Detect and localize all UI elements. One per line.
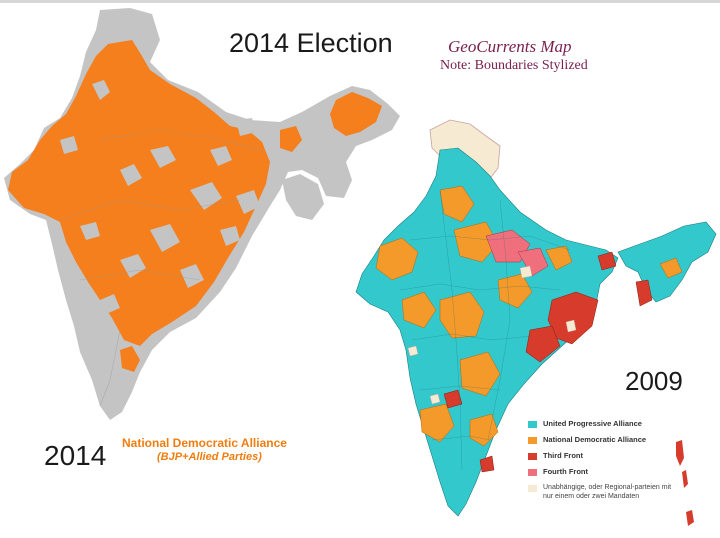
legend-item-fourth-front: Fourth Front — [528, 467, 688, 481]
boundaries-2009 — [399, 189, 571, 471]
regional-spots-2009 — [407, 265, 577, 405]
legend-item-regional: Unabhängige, oder Regional-parteien mit … — [528, 483, 688, 513]
legend-label-nda: National Democratic Alliance — [543, 435, 647, 444]
nda-region-north — [8, 40, 270, 346]
nda-sublabel: (BJP+Allied Parties) — [157, 451, 262, 463]
year-label-2009: 2009 — [625, 366, 683, 396]
year-label-2014: 2014 — [44, 440, 107, 471]
top-border — [0, 0, 720, 3]
legend-item-nda: National Democratic Alliance — [528, 435, 688, 449]
legend-label-third-front: Third Front — [543, 451, 583, 460]
nda-label: National Democratic Alliance — [122, 436, 287, 450]
legend-label-fourth-front: Fourth Front — [543, 467, 588, 476]
andaman-islands — [676, 440, 694, 526]
nda-region-northeast — [330, 92, 382, 136]
third-front-zones-2009 — [443, 251, 653, 473]
boundaries-note: Note: Boundaries Stylized — [440, 58, 588, 73]
map-credit: GeoCurrents Map — [448, 37, 572, 56]
boundaries-2014 — [59, 129, 263, 407]
legend-swatch-nda — [528, 437, 537, 444]
page-title: 2014 Election — [229, 28, 393, 58]
nda-region-east — [280, 126, 302, 152]
nda-zones-2009 — [375, 185, 683, 447]
legend-2009: United Progressive Alliance National Dem… — [528, 419, 688, 515]
india-outline-2009 — [355, 147, 619, 517]
non-nda-pockets — [60, 80, 260, 314]
map-2014 — [4, 8, 400, 420]
legend-label-upa: United Progressive Alliance — [543, 419, 642, 428]
legend-swatch-upa — [528, 421, 537, 428]
legend-item-third-front: Third Front — [528, 451, 688, 465]
legend-swatch-regional — [528, 485, 537, 492]
fourth-front-zones-2009 — [485, 229, 549, 277]
legend-label-regional: Unabhängige, oder Regional-parteien mit … — [543, 484, 672, 500]
legend-item-upa: United Progressive Alliance — [528, 419, 688, 433]
legend-swatch-third-front — [528, 453, 537, 460]
nda-region-south — [120, 346, 140, 372]
map-2009 — [355, 119, 717, 526]
legend-swatch-fourth-front — [528, 469, 537, 476]
